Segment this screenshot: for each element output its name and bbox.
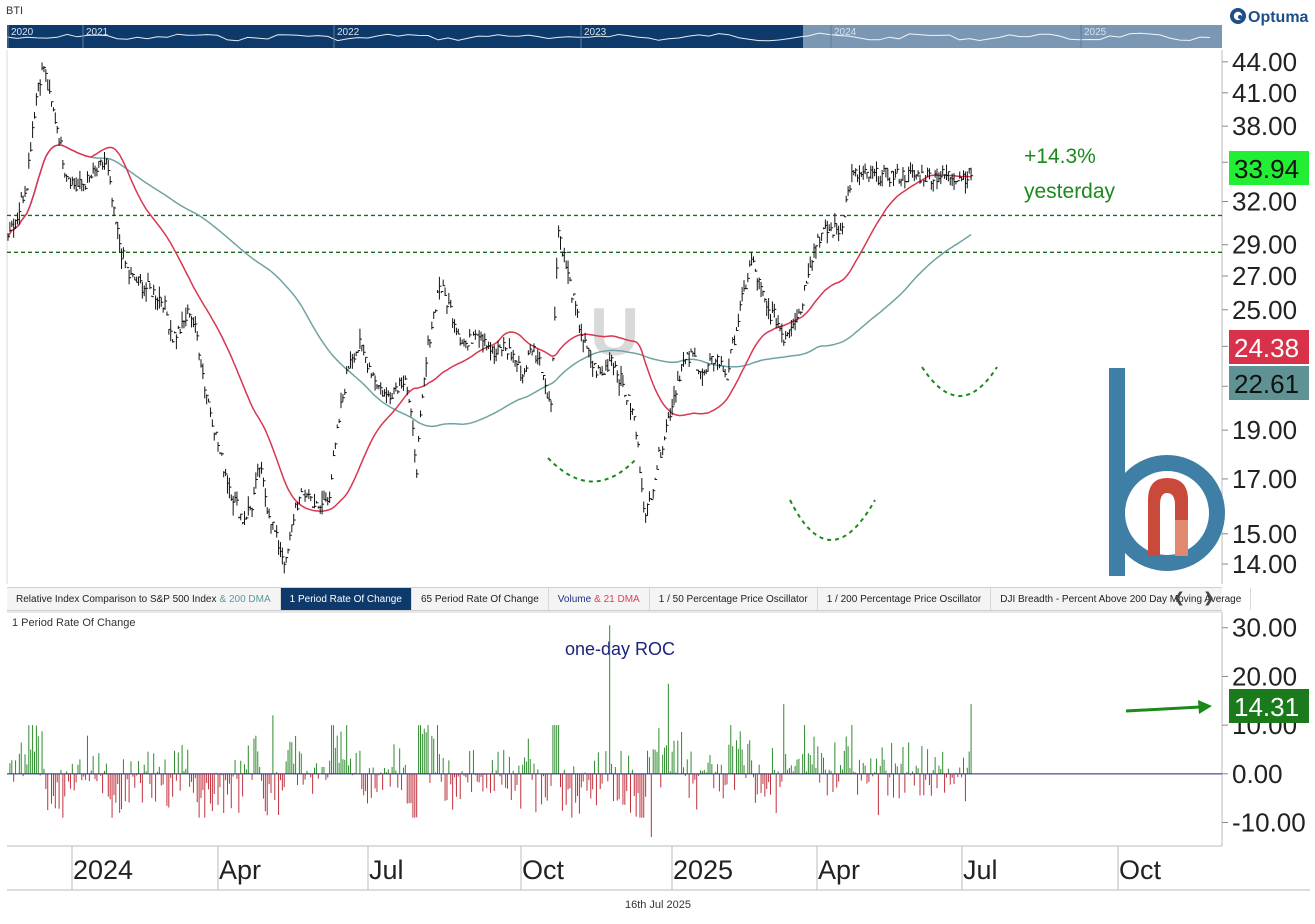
price-axis-label: 14.00 — [1232, 549, 1297, 579]
last-price-value: 33.94 — [1234, 154, 1299, 184]
rounding-bottom-arc-1 — [547, 457, 638, 483]
rounding-bottom-arc-3 — [921, 366, 998, 397]
x-axis-label: Jul — [963, 855, 998, 885]
price-axis-label: 29.00 — [1232, 230, 1297, 260]
indicator-tab[interactable]: 1 / 50 Percentage Price Oscillator — [650, 588, 818, 610]
navigator-year-label: 2024 — [834, 27, 857, 38]
tab-scroll-right-icon[interactable]: ❯ — [1203, 590, 1215, 606]
roc-panel: 1 Period Rate Of Change one-day ROC -10.… — [7, 611, 1309, 846]
move-annotation: +14.3% — [1024, 145, 1096, 168]
move-annotation-sub: yesterday — [1024, 180, 1116, 203]
indicator-tab[interactable]: 1 Period Rate Of Change — [280, 588, 412, 610]
x-axis-label: Oct — [1119, 855, 1162, 885]
roc-annotation: one-day ROC — [565, 639, 675, 659]
ma-short-line — [7, 144, 972, 513]
ma-long-value: 22.61 — [1234, 369, 1299, 399]
x-axis-label: Apr — [818, 855, 860, 885]
x-axis-label: Oct — [522, 855, 565, 885]
indicator-tab-label: DJI Breadth - Percent Above 200 Day Movi… — [1000, 593, 1242, 605]
navigator-year-label: 2020 — [11, 27, 34, 38]
price-axis-label: 32.00 — [1232, 187, 1297, 217]
x-axis: 2024 Apr Jul Oct 2025 Apr Jul Oct — [7, 845, 1310, 891]
indicator-tab[interactable]: Volume & 21 DMA — [549, 588, 650, 610]
x-axis-label: Apr — [219, 855, 261, 885]
price-bars — [7, 62, 974, 574]
b-logo — [1109, 368, 1225, 576]
roc-axis-label: 30.00 — [1232, 613, 1297, 643]
price-panel: 14.0015.0017.0019.0021.0023.0025.0027.00… — [6, 47, 1309, 584]
ma-short-badge: 24.38 — [1229, 330, 1309, 364]
indicator-tab-label: Relative Index Comparison to S&P 500 Ind… — [16, 593, 217, 605]
price-axis-label: 44.00 — [1232, 47, 1297, 77]
price-axis-label: 38.00 — [1232, 111, 1297, 141]
indicator-tab[interactable]: Relative Index Comparison to S&P 500 Ind… — [7, 588, 281, 610]
indicator-tab-sublabel: & 200 DMA — [219, 593, 271, 605]
indicator-tab-label: 1 / 50 Percentage Price Oscillator — [658, 593, 808, 605]
indicator-tab-sublabel: & 21 DMA — [594, 593, 640, 605]
price-axis-label: 15.00 — [1232, 519, 1297, 549]
date-navigator[interactable]: 2020 2021 2022 2023 2024 2025 — [6, 25, 1222, 48]
navigator-visible-window[interactable] — [803, 25, 1222, 48]
tab-scroll-left-icon[interactable]: ❮ — [1173, 590, 1185, 606]
optuma-logo: Optuma — [1230, 8, 1309, 26]
ma-long-line — [7, 144, 972, 428]
symbol-label: BTI — [6, 5, 23, 17]
footer-date: 16th Jul 2025 — [625, 899, 691, 911]
indicator-tab-bar: Relative Index Comparison to S&P 500 Ind… — [7, 587, 1252, 611]
indicator-tab-label: 1 Period Rate Of Change — [289, 593, 402, 605]
ma-short-value: 24.38 — [1234, 333, 1299, 363]
price-axis-label: 25.00 — [1232, 295, 1297, 325]
price-axis-label: 41.00 — [1232, 78, 1297, 108]
ma-long-badge: 22.61 — [1229, 366, 1309, 400]
x-axis-label: 2025 — [673, 855, 733, 885]
x-axis-label: Jul — [369, 855, 404, 885]
indicator-tab-label: 1 / 200 Percentage Price Oscillator — [826, 593, 982, 605]
last-price-badge: 33.94 — [1229, 151, 1309, 185]
indicator-tab[interactable]: DJI Breadth - Percent Above 200 Day Movi… — [991, 588, 1252, 610]
navigator-year-label: 2023 — [584, 27, 607, 38]
watermark-u: U — [590, 294, 639, 370]
rounding-bottom-arc-2 — [789, 499, 876, 541]
indicator-tab[interactable]: 1 / 200 Percentage Price Oscillator — [818, 588, 992, 610]
roc-panel-title: 1 Period Rate Of Change — [12, 617, 136, 629]
roc-arrow — [1125, 700, 1212, 714]
price-axis-label: 17.00 — [1232, 464, 1297, 494]
x-axis-label: 2024 — [73, 855, 133, 885]
price-axis-label: 19.00 — [1232, 415, 1297, 445]
indicator-tab[interactable]: 65 Period Rate Of Change — [412, 588, 549, 610]
roc-last-value: 14.31 — [1234, 692, 1299, 722]
indicator-tab-label: Volume — [557, 593, 592, 605]
roc-axis-label: 0.00 — [1232, 759, 1283, 789]
roc-bars — [9, 625, 972, 838]
indicator-tab-label: 65 Period Rate Of Change — [420, 593, 539, 605]
navigator-year-label: 2022 — [337, 27, 360, 38]
navigator-year-label: 2021 — [86, 27, 109, 38]
roc-last-badge: 14.31 — [1229, 689, 1309, 723]
roc-axis-label: 20.00 — [1232, 661, 1297, 691]
price-axis-label: 27.00 — [1232, 261, 1297, 291]
brand-name: Optuma — [1248, 9, 1309, 26]
navigator-year-label: 2025 — [1084, 27, 1107, 38]
roc-axis-label: -10.00 — [1232, 808, 1306, 838]
